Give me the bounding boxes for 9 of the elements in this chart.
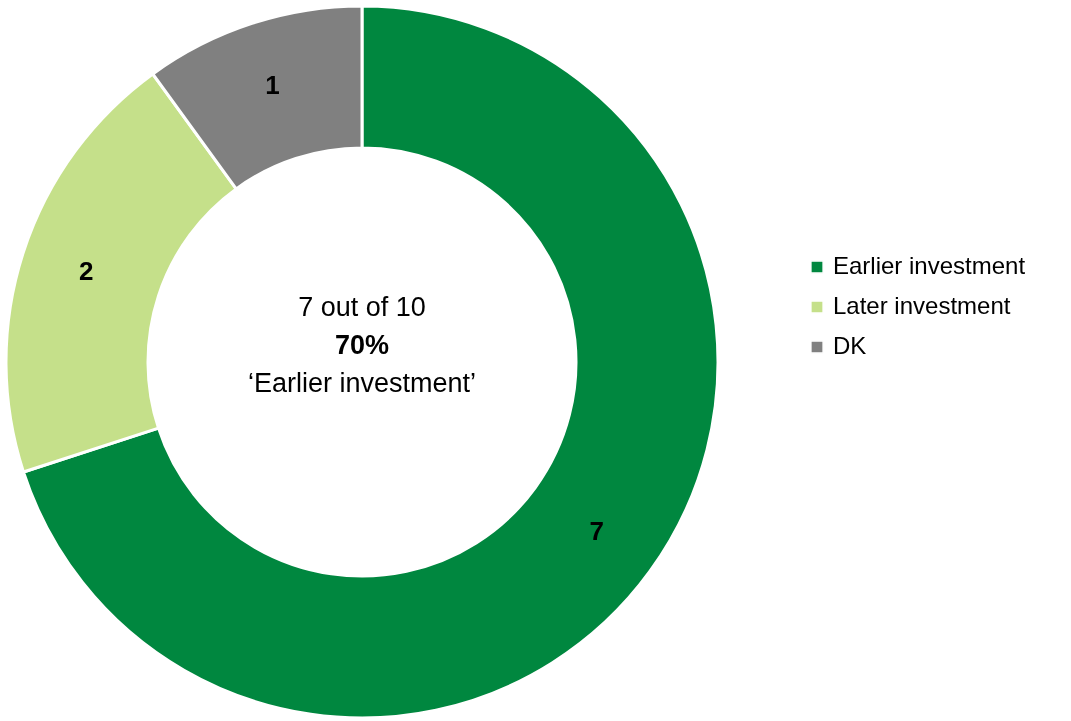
data-label: 2 xyxy=(78,256,94,287)
data-label: 1 xyxy=(265,70,280,101)
text: 7 out of 10 xyxy=(298,292,426,322)
text: ‘Earlier investment’ xyxy=(247,368,477,398)
legend-label: Later investment xyxy=(833,292,1011,319)
text: 70% xyxy=(334,330,390,360)
legend-label: Earlier investment xyxy=(833,252,1026,279)
legend-label: DK xyxy=(833,332,867,359)
data-label: 7 xyxy=(589,516,604,547)
